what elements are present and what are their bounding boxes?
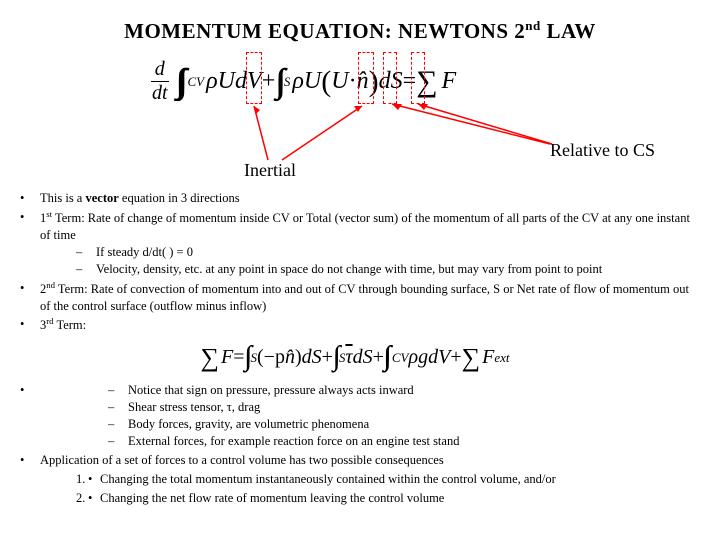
b5b-text: Changing the net flow rate of momentum l… xyxy=(100,491,444,505)
frac-num: d xyxy=(151,58,169,82)
dashed-box-u3 xyxy=(383,52,397,104)
u1: U xyxy=(218,68,235,95)
bullet-1: This is a vector equation in 3 direction… xyxy=(8,190,702,207)
int-s-sub: S xyxy=(284,74,291,90)
plus: + xyxy=(262,68,276,95)
force-equation-wrap: ∑ F = ∫∫ S (−p n̂ ) dS + ∫∫ S τ dS + ∫∫∫… xyxy=(8,338,702,376)
rho1: ρ xyxy=(206,68,218,95)
b3-post: Term: Rate of convection of momentum int… xyxy=(40,282,689,313)
eq2-cv: CV xyxy=(392,349,409,367)
rho2: ρ xyxy=(292,68,304,95)
momentum-equation: d dt ∫∫∫ CV ρ U dV + ∫∫ S ρ U ( U · n̂ )… xyxy=(148,58,456,105)
b1-post: equation in 3 directions xyxy=(119,191,240,205)
bullet-2: 1st Term: Rate of change of momentum ins… xyxy=(8,209,702,278)
triple-integral: ∫∫∫ xyxy=(176,63,180,101)
b4-post: Term: xyxy=(54,319,87,333)
eq2-rho: ρ xyxy=(409,344,419,371)
b3-sup: nd xyxy=(46,280,55,290)
bullet-4: 3rd Term: xyxy=(8,316,702,334)
frac-den: dt xyxy=(148,82,172,105)
bullet-5: Application of a set of forces to a cont… xyxy=(8,452,702,469)
label-relative: Relative to CS xyxy=(550,140,655,161)
eq2-eq: = xyxy=(233,344,244,371)
num-2: 2. xyxy=(76,490,85,507)
double-integral: ∫∫ xyxy=(275,63,278,101)
eq2-g: g xyxy=(418,344,428,371)
eq2-fext: F xyxy=(482,344,494,371)
arrow-relative-2 xyxy=(414,100,559,150)
bullet-5a: 1. Changing the total momentum instantane… xyxy=(76,471,702,488)
arrow-inertial-1 xyxy=(248,100,278,165)
b2-post: Term: Rate of change of momentum inside … xyxy=(40,211,690,242)
num-1: 1. xyxy=(76,471,85,488)
int-cv-sub: CV xyxy=(188,74,205,90)
u2: U xyxy=(304,68,321,95)
eq2-negp: (−p xyxy=(257,344,285,371)
bullet-3: 2nd Term: Rate of convection of momentum… xyxy=(8,280,702,315)
eq2-ds1: dS xyxy=(302,344,322,371)
eq2-p1: + xyxy=(322,344,333,371)
b4-sup: rd xyxy=(46,316,53,326)
bullet-4c: Body forces, gravity, are volumetric phe… xyxy=(108,416,702,433)
title-pre: MOMENTUM EQUATION: NEWTONS 2 xyxy=(124,19,525,43)
b1-bold: vector xyxy=(85,191,118,205)
eq2-rp: ) xyxy=(295,344,302,371)
eq2-ds2: dS xyxy=(353,344,373,371)
bullet-4b: Shear stress tensor, τ, drag xyxy=(108,399,702,416)
eq2-dv: dV xyxy=(428,344,450,371)
bullet-2a: If steady d/dt( ) = 0 xyxy=(76,244,702,261)
b1-pre: This is a xyxy=(40,191,85,205)
dashed-box-u1 xyxy=(246,52,262,104)
bullet-5b: 2. Changing the net flow rate of momentum… xyxy=(76,490,702,507)
arrow-relative-1 xyxy=(388,100,558,150)
arrow-inertial-2 xyxy=(280,100,370,165)
eq2-sum: ∑ xyxy=(200,340,219,375)
eq2-f: F xyxy=(221,344,233,371)
bullet-4-cont: Notice that sign on pressure, pressure a… xyxy=(8,382,702,450)
label-inertial: Inertial xyxy=(244,160,296,181)
bullet-4d: External forces, for example reaction fo… xyxy=(108,433,702,450)
dashed-box-n xyxy=(411,52,425,104)
eq2-tau: τ xyxy=(345,344,352,371)
bullet-2b: Velocity, density, etc. at any point in … xyxy=(76,261,702,278)
equation-area: d dt ∫∫∫ CV ρ U dV + ∫∫ S ρ U ( U · n̂ )… xyxy=(0,50,720,190)
u3: U xyxy=(331,68,348,95)
bullet-list: This is a vector equation in 3 direction… xyxy=(0,190,720,506)
title-sup: nd xyxy=(525,18,540,33)
eq2-n: n̂ xyxy=(285,344,295,371)
lparen: ( xyxy=(321,65,331,99)
slide-title: MOMENTUM EQUATION: NEWTONS 2nd LAW xyxy=(0,0,720,44)
dot: · xyxy=(349,68,357,95)
title-post: LAW xyxy=(541,19,596,43)
ddt-fraction: d dt xyxy=(148,58,172,105)
bullet-4a: Notice that sign on pressure, pressure a… xyxy=(108,382,702,399)
dashed-box-u2 xyxy=(358,52,374,104)
eq2-ext: ext xyxy=(494,349,509,367)
b5a-text: Changing the total momentum instantaneou… xyxy=(100,472,556,486)
eq2-p3: + xyxy=(450,344,461,371)
force-f: F xyxy=(442,68,457,95)
eq2-sum2: ∑ xyxy=(462,340,481,375)
force-equation: ∑ F = ∫∫ S (−p n̂ ) dS + ∫∫ S τ dS + ∫∫∫… xyxy=(200,338,509,376)
eq2-p2: + xyxy=(373,344,384,371)
